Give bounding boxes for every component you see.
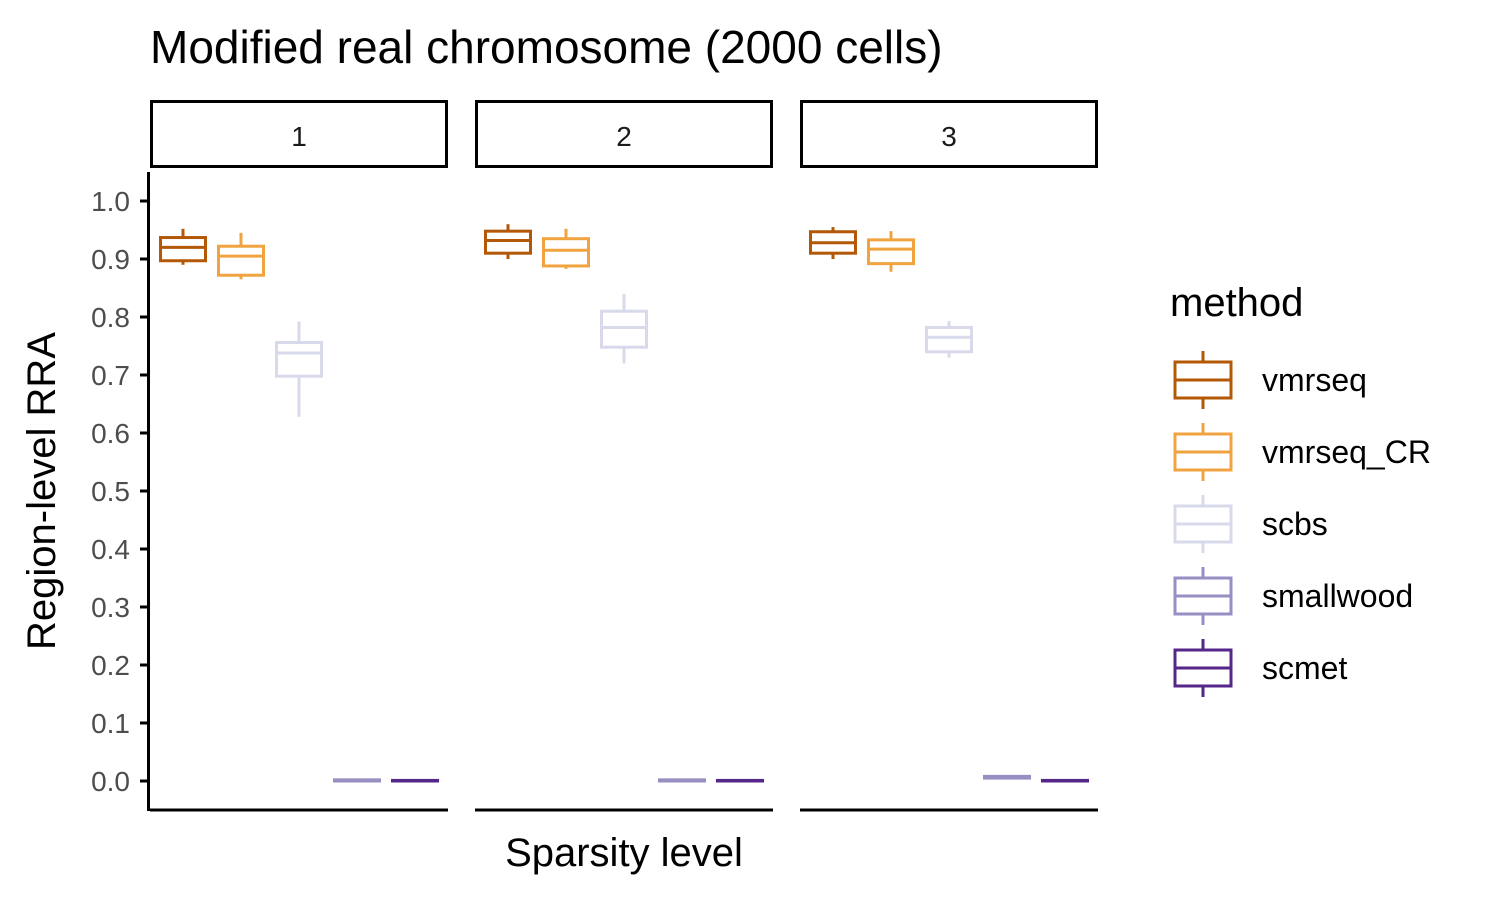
facet-strip [150,100,448,168]
facet-panel-1: 1 [150,100,448,812]
facet-strip [800,100,1098,168]
legend-title: method [1170,281,1303,325]
box-scbs [275,321,323,417]
legend-key [1173,567,1233,625]
box-scbs [600,293,648,364]
legend-label: smallwood [1262,578,1413,614]
y-tick-label: 0.4 [91,534,130,565]
facet-strip-label: 2 [616,121,632,152]
box-scbs [925,321,973,358]
facet-panel-2: 2 [475,100,773,812]
box-smallwood [333,778,381,783]
y-tick-label: 0.3 [91,592,130,623]
legend-item-vmrseq_CR: vmrseq_CR [1173,423,1431,481]
box-scmet [1041,778,1089,783]
box-body [925,325,973,354]
legend-key [1173,423,1233,481]
legend-item-vmrseq: vmrseq [1173,351,1367,409]
box-body [867,238,915,266]
legend-item-smallwood: smallwood [1173,567,1413,625]
y-tick-label: 1.0 [91,186,130,217]
box-vmrseq_CR [217,232,265,280]
box-body [542,237,590,268]
y-tick-label: 0.6 [91,418,130,449]
legend-item-scmet: scmet [1173,639,1347,697]
box-vmrseq_CR [867,231,915,272]
box-body [600,309,648,349]
y-tick-label: 0.1 [91,708,130,739]
legend-label: vmrseq_CR [1262,434,1431,470]
box-vmrseq_CR [542,228,590,269]
facet-panel-3: 3 [800,100,1098,812]
y-tick-label: 0.7 [91,360,130,391]
box-smallwood [658,778,706,783]
y-tick-label: 0.0 [91,766,130,797]
y-tick-label: 0.2 [91,650,130,681]
x-axis-title: Sparsity level [505,831,743,875]
facet-strip-label: 1 [291,121,307,152]
y-tick-label: 0.9 [91,244,130,275]
chart-title: Modified real chromosome (2000 cells) [150,21,943,73]
box-smallwood [983,774,1031,780]
legend-item-scbs: scbs [1173,495,1328,553]
facet-panels: 1 2 3 [150,100,1098,812]
box-vmrseq [809,227,857,259]
box-body [159,236,207,263]
box-vmrseq [159,228,207,265]
box-vmrseq [484,224,532,259]
box-body [275,341,323,378]
y-tick-label: 0.5 [91,476,130,507]
y-tick-label: 0.8 [91,302,130,333]
box-scmet [391,778,439,783]
facet-strip-label: 3 [941,121,957,152]
legend-key [1173,495,1233,553]
legend-label: vmrseq [1262,362,1367,398]
legend-key [1173,639,1233,697]
legend-label: scbs [1262,506,1328,542]
y-axis-title: Region-level RRA [20,332,64,650]
box-body [217,244,265,277]
box-scmet [716,778,764,783]
legend-key [1173,351,1233,409]
facet-strip [475,100,773,168]
y-axis: 0.0 0.1 0.2 0.3 0.4 0.5 0.6 0.7 0.8 0.9 1.0 [91,172,150,811]
box-body [484,229,532,255]
legend-label: scmet [1262,650,1347,686]
